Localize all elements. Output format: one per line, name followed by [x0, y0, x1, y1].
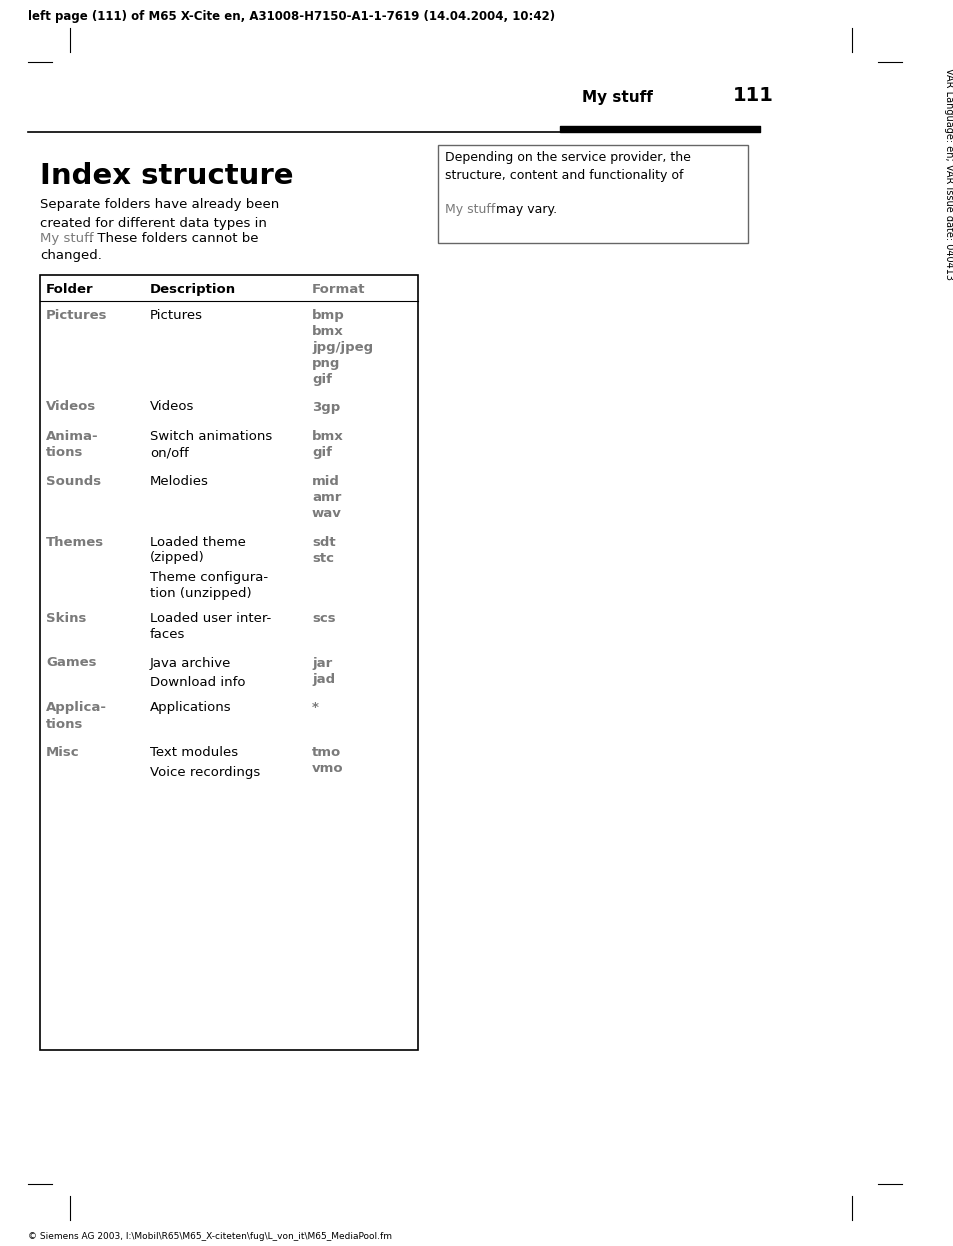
Text: bmx: bmx	[312, 430, 343, 444]
Text: jar: jar	[312, 657, 332, 669]
FancyBboxPatch shape	[437, 145, 747, 243]
Text: Java archive: Java archive	[150, 657, 232, 669]
Text: Themes: Themes	[46, 536, 104, 548]
Text: Text modules: Text modules	[150, 746, 238, 760]
Text: Melodies: Melodies	[150, 475, 209, 488]
Text: Pictures: Pictures	[46, 309, 108, 321]
Text: stc: stc	[312, 552, 334, 564]
Text: vmo: vmo	[312, 763, 343, 775]
Text: Theme configura-
tion (unzipped): Theme configura- tion (unzipped)	[150, 571, 268, 599]
Text: My stuff: My stuff	[40, 232, 93, 245]
Text: Sounds: Sounds	[46, 475, 101, 488]
Text: Misc: Misc	[46, 746, 79, 760]
Text: *: *	[312, 701, 318, 714]
Text: Pictures: Pictures	[150, 309, 203, 321]
Text: scs: scs	[312, 612, 335, 624]
Text: My stuff: My stuff	[581, 90, 652, 105]
Text: gif: gif	[312, 373, 332, 386]
Text: Games: Games	[46, 657, 96, 669]
Text: Index structure: Index structure	[40, 162, 294, 189]
Text: bmx: bmx	[312, 325, 343, 338]
Text: changed.: changed.	[40, 249, 102, 262]
Text: Applica-
tions: Applica- tions	[46, 701, 107, 730]
Text: Switch animations
on/off: Switch animations on/off	[150, 430, 272, 459]
Text: Videos: Videos	[150, 400, 194, 414]
Text: tmo: tmo	[312, 746, 341, 760]
Text: Voice recordings: Voice recordings	[150, 766, 260, 779]
Text: amr: amr	[312, 491, 341, 503]
Text: 111: 111	[732, 86, 773, 105]
Text: gif: gif	[312, 446, 332, 459]
Text: Separate folders have already been
created for different data types in: Separate folders have already been creat…	[40, 198, 279, 229]
Text: Applications: Applications	[150, 701, 232, 714]
FancyBboxPatch shape	[40, 275, 417, 1050]
Text: 3gp: 3gp	[312, 400, 340, 414]
Text: Depending on the service provider, the
structure, content and functionality of: Depending on the service provider, the s…	[444, 151, 690, 182]
Text: VAR Language: en; VAR issue date: 040413: VAR Language: en; VAR issue date: 040413	[943, 69, 953, 280]
Text: jpg/jpeg: jpg/jpeg	[312, 341, 373, 354]
Text: My stuff: My stuff	[444, 203, 495, 216]
Text: © Siemens AG 2003, I:\Mobil\R65\M65_X-citeten\fug\L_von_it\M65_MediaPool.fm: © Siemens AG 2003, I:\Mobil\R65\M65_X-ci…	[28, 1232, 392, 1241]
Text: mid: mid	[312, 475, 339, 488]
Text: bmp: bmp	[312, 309, 344, 321]
Text: . These folders cannot be: . These folders cannot be	[89, 232, 258, 245]
Text: Loaded theme
(zipped): Loaded theme (zipped)	[150, 536, 246, 564]
Text: Description: Description	[150, 283, 236, 297]
Text: jad: jad	[312, 673, 335, 685]
Text: Download info: Download info	[150, 677, 245, 689]
Text: left page (111) of M65 X-Cite en, A31008-H7150-A1-1-7619 (14.04.2004, 10:42): left page (111) of M65 X-Cite en, A31008…	[28, 10, 555, 22]
Text: sdt: sdt	[312, 536, 335, 548]
Text: wav: wav	[312, 507, 341, 520]
Text: Anima-
tions: Anima- tions	[46, 430, 98, 459]
Text: Loaded user inter-
faces: Loaded user inter- faces	[150, 612, 271, 640]
Text: Skins: Skins	[46, 612, 87, 624]
Text: png: png	[312, 358, 340, 370]
Text: Folder: Folder	[46, 283, 93, 297]
Text: Format: Format	[312, 283, 365, 297]
Text: Videos: Videos	[46, 400, 96, 414]
Text: may vary.: may vary.	[492, 203, 557, 216]
